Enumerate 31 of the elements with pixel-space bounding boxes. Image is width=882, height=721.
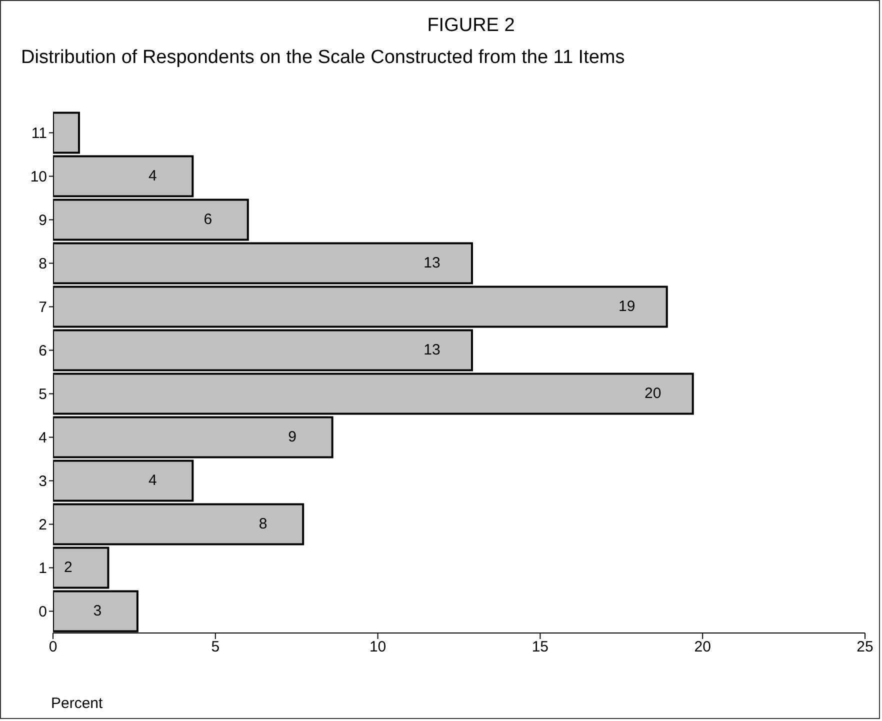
y-tick-label: 4 bbox=[38, 430, 47, 447]
data-label: 9 bbox=[288, 428, 296, 446]
x-tick-label: 20 bbox=[694, 638, 711, 656]
x-tick-label: 5 bbox=[211, 638, 220, 656]
y-tick-label: 2 bbox=[38, 516, 47, 534]
data-label: 3 bbox=[93, 602, 102, 620]
data-label: 13 bbox=[424, 254, 440, 272]
y-tick-label: 9 bbox=[38, 212, 47, 230]
y-tick-label: 10 bbox=[30, 168, 47, 186]
y-tick-label: 3 bbox=[38, 473, 47, 490]
x-tick-label: 15 bbox=[532, 638, 549, 656]
data-label: 4 bbox=[148, 168, 157, 185]
data-label: 20 bbox=[644, 385, 662, 402]
y-tick-label: 7 bbox=[38, 299, 47, 316]
x-axis-title: Percent bbox=[51, 695, 103, 712]
data-label: 6 bbox=[204, 211, 212, 228]
x-tick-label: 25 bbox=[856, 638, 874, 656]
data-label: 19 bbox=[618, 298, 636, 316]
y-tick-label: 11 bbox=[31, 125, 47, 142]
y-tick-label: 5 bbox=[38, 386, 47, 404]
data-label: 2 bbox=[64, 559, 72, 576]
data-label: 4 bbox=[148, 472, 157, 490]
x-tick-label: 10 bbox=[369, 638, 386, 656]
data-label: 13 bbox=[424, 342, 440, 359]
y-tick-label: 0 bbox=[38, 604, 47, 621]
chart-title: FIGURE 2 bbox=[426, 15, 516, 37]
chart-subtitle: Distribution of Respondents on the Scale Constructed from the 11 Items bbox=[21, 47, 625, 69]
y-tick-label: 6 bbox=[38, 342, 47, 360]
y-tick-label: 1 bbox=[38, 560, 47, 578]
y-tick-label: 8 bbox=[38, 256, 47, 273]
data-label: 8 bbox=[258, 516, 268, 533]
